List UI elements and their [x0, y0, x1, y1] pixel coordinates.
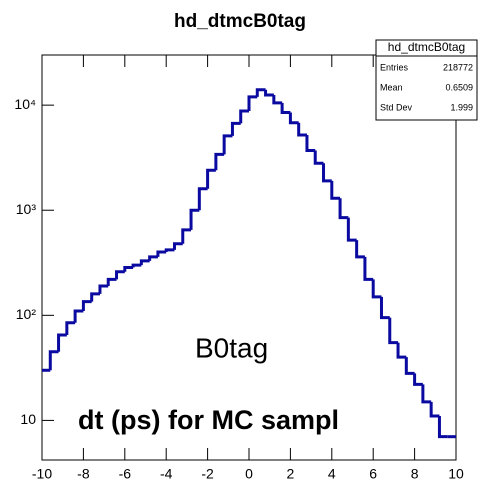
histogram-bin — [404, 357, 415, 375]
histogram-bin — [313, 150, 324, 165]
annotation: B0tag — [195, 332, 268, 363]
y-tick-label: 10³ — [16, 201, 37, 217]
x-tick-label: -6 — [119, 466, 132, 482]
y-tick-label: 10 — [20, 411, 36, 427]
histogram-bin — [322, 163, 332, 183]
x-tick-label: -8 — [77, 466, 90, 482]
stats-box — [375, 39, 478, 121]
histogram-bin — [297, 122, 307, 137]
histogram-bin — [288, 112, 299, 125]
histogram-bin — [421, 384, 432, 404]
histogram-bin — [272, 94, 283, 105]
histogram-bin — [230, 121, 241, 136]
histogram-bin — [206, 168, 216, 189]
histogram-bin — [388, 317, 399, 345]
histogram-bin — [264, 89, 274, 97]
histogram-bin — [305, 134, 316, 153]
x-tick-label: 8 — [411, 466, 419, 482]
x-tick-label: -4 — [160, 466, 173, 482]
x-tick-label: -2 — [201, 466, 214, 482]
x-tick-label: -10 — [32, 466, 52, 482]
histogram-bin — [98, 284, 109, 294]
histogram-bin — [164, 248, 175, 253]
histogram-bin — [65, 321, 76, 335]
histogram-bin — [346, 217, 357, 242]
histogram-bin — [197, 187, 208, 211]
histogram-bin — [123, 266, 134, 272]
histogram-bin — [330, 180, 341, 200]
histogram-bin — [156, 250, 167, 257]
histogram-bin — [106, 277, 117, 287]
histogram-bin — [413, 373, 423, 386]
histogram-bin — [355, 240, 365, 259]
stats-value: 218772 — [443, 62, 473, 72]
stats-label: Entries — [380, 62, 409, 72]
y-tick-label: 10² — [16, 306, 37, 322]
histogram-bin — [280, 102, 291, 115]
histogram-bin — [172, 242, 183, 250]
stats-value: 1.999 — [450, 102, 473, 112]
histogram-bin — [239, 109, 249, 124]
histogram-bin — [90, 292, 100, 302]
histogram-bin — [437, 416, 448, 439]
histogram-bin — [363, 256, 374, 281]
chart-title: hd_dtmcB0tag — [174, 11, 306, 32]
histogram-bin — [371, 279, 382, 299]
histogram-bin — [189, 208, 200, 230]
histogram-bin — [181, 228, 192, 244]
x-tick-label: 10 — [448, 466, 464, 482]
stats-value: 0.6509 — [445, 82, 473, 92]
histogram-bin — [73, 309, 84, 323]
histogram-bin — [57, 333, 67, 352]
histogram-bin — [429, 401, 440, 418]
histogram-bin — [139, 259, 150, 266]
histogram-bin — [396, 342, 407, 359]
histogram-bin — [214, 152, 225, 171]
annotation: dt (ps) for MC sampl — [78, 405, 339, 435]
histogram-bin — [247, 95, 258, 111]
histogram-bin — [379, 296, 390, 320]
histogram-bin — [115, 270, 125, 280]
x-tick-label: 6 — [369, 466, 377, 482]
x-tick-label: 4 — [328, 466, 336, 482]
histogram-bin — [48, 350, 59, 371]
y-tick-label: 10⁴ — [14, 96, 36, 112]
histogram-bin — [255, 88, 266, 97]
histogram-bin — [131, 263, 142, 268]
histogram-bin — [222, 134, 233, 155]
histogram-bin — [338, 198, 349, 220]
stats-label: Mean — [380, 82, 403, 92]
stats-label: Std Dev — [380, 102, 413, 112]
stats-title: hd_dtmcB0tag — [388, 40, 465, 54]
histogram-bin — [81, 300, 92, 311]
histogram-bin — [148, 255, 158, 261]
x-tick-label: 2 — [287, 466, 295, 482]
x-tick-label: 0 — [245, 466, 253, 482]
